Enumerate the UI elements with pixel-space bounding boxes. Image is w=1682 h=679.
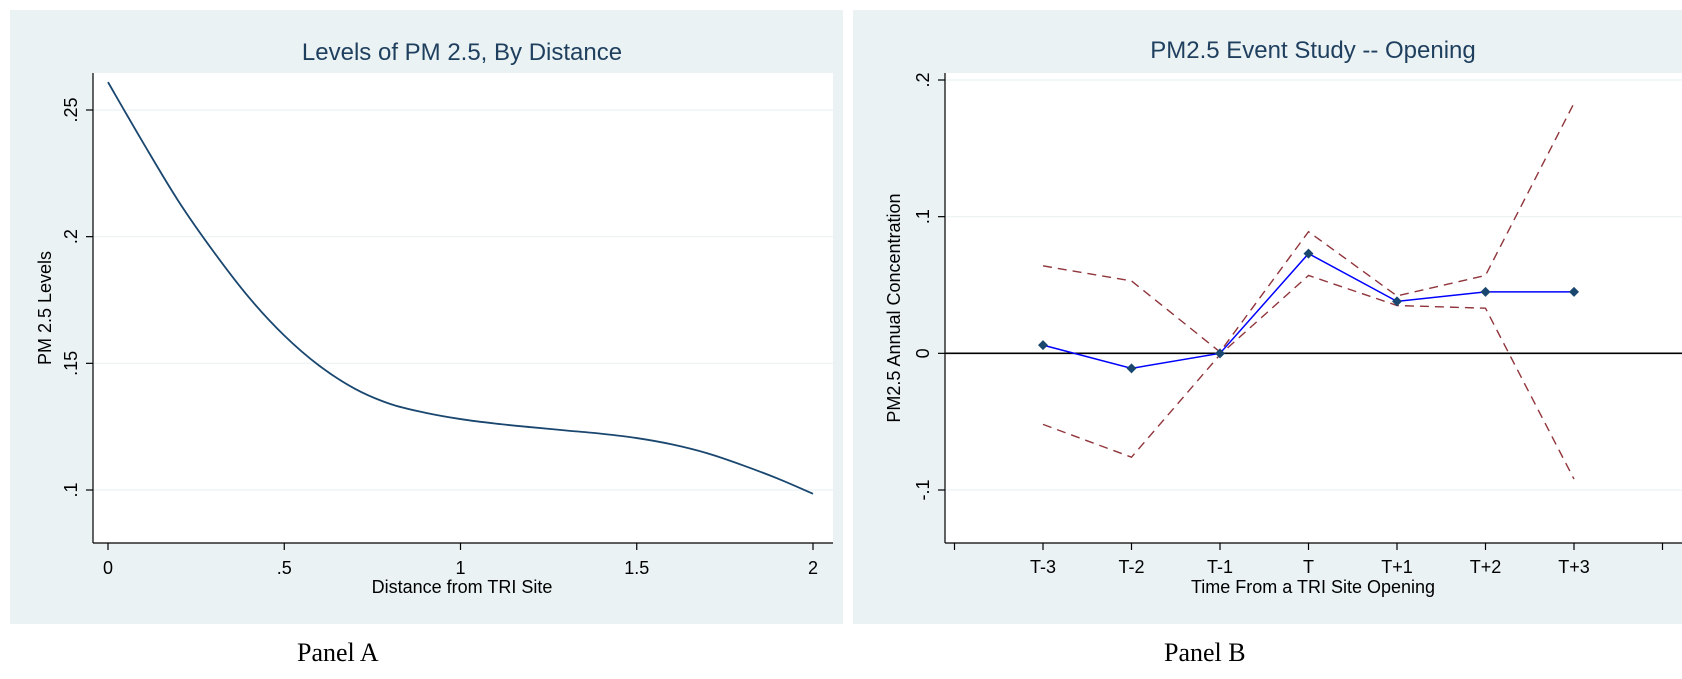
x-tick-label-b-6: T+3 bbox=[1558, 557, 1590, 577]
panel-b-caption: Panel B bbox=[1164, 638, 1246, 667]
x-axis-label-a: Distance from TRI Site bbox=[372, 577, 553, 597]
estimate-marker-T+1 bbox=[1392, 296, 1402, 307]
plot-area-a bbox=[93, 73, 833, 543]
y-axis-label-a: PM 2.5 Levels bbox=[35, 251, 55, 365]
chart-title-a: Levels of PM 2.5, By Distance bbox=[302, 39, 622, 66]
estimate-marker-T-2 bbox=[1126, 363, 1137, 374]
x-tick-label-a-2: 1 bbox=[455, 558, 465, 578]
pm25-distance-curve bbox=[107, 81, 814, 495]
chart-panel-a: .1 .15 .2 .25 0 .5 1 1.5 2 Levels of PM 2.5, By … bbox=[35, 39, 833, 597]
x-tick-label-b-3: T bbox=[1303, 557, 1314, 577]
y-axis-label-b: PM2.5 Annual Concentration bbox=[884, 193, 904, 422]
lower-ci-line bbox=[1042, 274, 1575, 480]
x-axis-label-b: Time From a TRI Site Opening bbox=[1191, 577, 1435, 597]
chart-title-b: PM2.5 Event Study -- Opening bbox=[1150, 37, 1476, 64]
y-tick-label-a-3: .25 bbox=[61, 97, 81, 122]
x-tick-label-b-4: T+1 bbox=[1381, 557, 1413, 577]
estimate-marker-T bbox=[1303, 248, 1314, 259]
plot-area-b bbox=[945, 73, 1682, 543]
x-tick-label-a-0: 0 bbox=[103, 558, 113, 578]
x-tick-label-b-2: T-1 bbox=[1207, 557, 1233, 577]
panel-a-caption: Panel A bbox=[297, 638, 379, 667]
y-tick-label-a-1: .15 bbox=[61, 351, 81, 376]
estimate-marker-T+3 bbox=[1569, 286, 1579, 297]
y-tick-label-b-0: -.1 bbox=[913, 479, 933, 500]
x-tick-label-b-0: T-3 bbox=[1030, 557, 1056, 577]
y-tick-label-a-2: .2 bbox=[61, 229, 81, 244]
x-tick-label-b-5: T+2 bbox=[1470, 557, 1502, 577]
y-tick-label-b-2: .1 bbox=[913, 209, 933, 224]
x-tick-label-b-1: T-2 bbox=[1118, 557, 1144, 577]
y-tick-label-a-0: .1 bbox=[61, 482, 81, 497]
chart-panel-b: -.1 0 .1 .2 T-3 T-2 T-1 T T+1 T+2 T+3 PM2.5 Event … bbox=[884, 37, 1682, 597]
x-tick-label-a-3: 1.5 bbox=[624, 558, 649, 578]
estimate-marker-T+2 bbox=[1480, 286, 1491, 297]
upper-ci-line bbox=[1042, 102, 1575, 353]
x-tick-label-a-1: .5 bbox=[277, 558, 292, 578]
estimate-marker-T-1 bbox=[1215, 348, 1225, 359]
estimate-marker-T-3 bbox=[1038, 340, 1048, 351]
y-tick-label-b-1: 0 bbox=[913, 348, 933, 358]
y-tick-label-b-3: .2 bbox=[913, 72, 933, 87]
x-tick-label-a-4: 2 bbox=[808, 558, 818, 578]
